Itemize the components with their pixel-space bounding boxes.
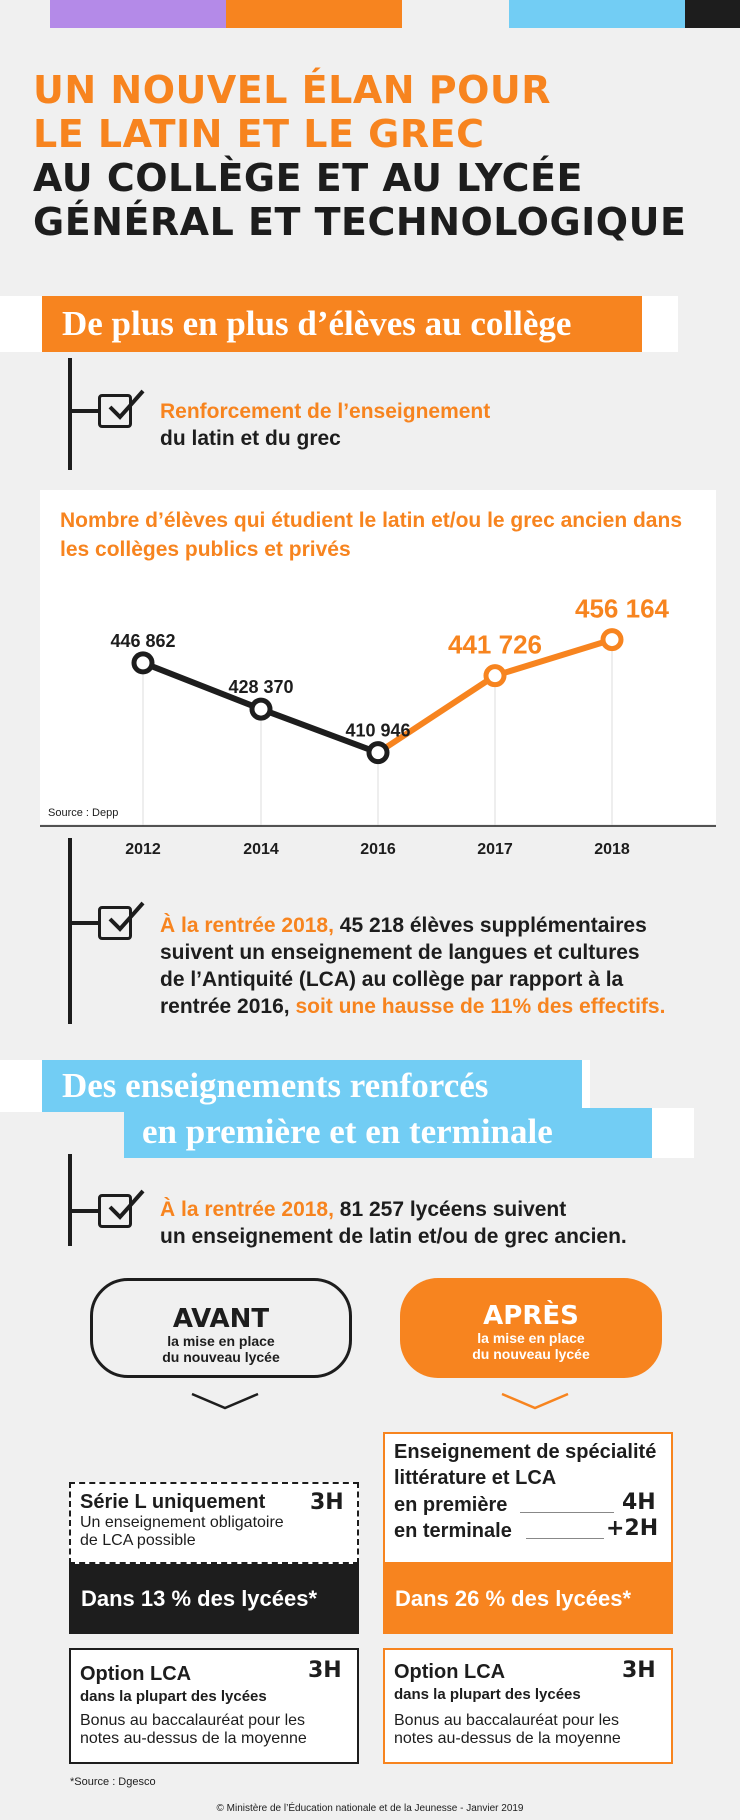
section2-line2: un enseignement de latin et/ou de grec a… <box>160 1225 627 1248</box>
x-tick-label: 2016 <box>360 841 396 858</box>
chevron-down-icon <box>501 1392 569 1410</box>
avant-title: AVANT <box>172 1304 270 1334</box>
top-bar-purple <box>50 0 226 28</box>
top-bar-dark <box>685 0 740 28</box>
point2-emphasis: soit une hausse de 11% des effectifs. <box>295 995 666 1018</box>
checkbox-icon <box>98 389 145 428</box>
data-point <box>131 651 155 675</box>
apres-opt-hours: 3H <box>622 1658 656 1683</box>
avant-opt-desc1: Bonus au baccalauréat pour les <box>80 1712 306 1729</box>
apres-pill: APRÈS la mise en place du nouveau lycée <box>400 1278 662 1378</box>
apres-row2-rule <box>526 1538 604 1539</box>
line-chart: 446 862 2012 428 370 2014 410 946 2016 441 726… <box>40 594 716 858</box>
data-label: 446 862 <box>110 631 175 651</box>
point2-highlight: À la rentrée 2018, <box>160 914 334 937</box>
avant-opt-sub: dans la plupart des lycées <box>80 1688 267 1705</box>
section2-highlight: À la rentrée 2018, <box>160 1198 334 1221</box>
avant-pill: AVANT la mise en place du nouveau lycée <box>90 1278 352 1378</box>
avant-opt-title: Option LCA <box>80 1663 192 1685</box>
data-point <box>249 697 273 721</box>
data-label: 441 726 <box>448 630 542 660</box>
avant-opt-hours: 3H <box>308 1658 342 1683</box>
apres-opt-sub: dans la plupart des lycées <box>394 1686 581 1703</box>
apres-row1-label: en première <box>394 1494 508 1516</box>
apres-sub1: la mise en place <box>477 1330 585 1346</box>
title-line-2: LE LATIN ET LE GREC <box>33 112 485 156</box>
point2-text: 45 218 élèves supplémentaires <box>333 914 647 937</box>
timeline-tick-2 <box>68 921 98 925</box>
top-bar-blue <box>509 0 685 28</box>
apres-row2-label: en terminale <box>394 1520 512 1542</box>
apres-row1-rule <box>520 1512 614 1513</box>
apres-row2-hours: +2H <box>606 1516 659 1541</box>
avant-sub1: la mise en place <box>167 1333 275 1349</box>
avant-opt-desc2: notes au-dessus de la moyenne <box>80 1730 307 1747</box>
title-line-1: UN NOUVEL ÉLAN POUR <box>33 68 552 112</box>
apres-sub2: du nouveau lycée <box>472 1346 590 1362</box>
x-tick-label: 2018 <box>594 841 630 858</box>
checkbox-icon <box>98 1189 145 1228</box>
title-line-3: AU COLLÈGE ET AU LYCÉE <box>33 156 583 200</box>
chart-source: Source : Depp <box>48 807 119 819</box>
page-title: UN NOUVEL ÉLAN POUR LE LATIN ET LE GREC … <box>33 68 686 244</box>
data-label: 456 164 <box>575 594 670 624</box>
apres-row1-hours: 4H <box>622 1490 656 1515</box>
data-label: 410 946 <box>345 721 410 741</box>
point2-line2: suivent un enseignement de langues et cu… <box>160 941 640 964</box>
data-point <box>366 741 390 765</box>
point1-highlight: Renforcement de l’enseignement <box>160 400 491 423</box>
chevron-down-icon <box>191 1392 259 1410</box>
avant-box-hours: 3H <box>310 1490 344 1515</box>
section1-heading: De plus en plus d’élèves au collège <box>42 296 642 352</box>
footnote-source: *Source : Dgesco <box>70 1776 156 1788</box>
top-bar-orange <box>226 0 402 28</box>
point1-rest: du latin et du grec <box>160 427 341 450</box>
point2-line4: rentrée 2016, <box>160 995 296 1018</box>
data-label: 428 370 <box>228 677 293 697</box>
apres-opt-desc2: notes au-dessus de la moyenne <box>394 1730 621 1747</box>
apres-opt-title: Option LCA <box>394 1661 506 1683</box>
apres-box-line2: littérature et LCA <box>394 1467 557 1489</box>
avant-sub2: du nouveau lycée <box>162 1349 280 1365</box>
avant-box-title: Série L uniquement <box>80 1491 266 1513</box>
apres-specialite-box <box>383 1432 673 1564</box>
avant-box-sub1: Un enseignement obligatoire <box>80 1514 284 1531</box>
section2-heading-line1: Des enseignements renforcés <box>42 1060 582 1112</box>
point2-line3: de l’Antiquité (LCA) au collège par rapp… <box>160 968 624 991</box>
avant-box-sub2: de LCA possible <box>80 1532 196 1549</box>
apres-opt-desc1: Bonus au baccalauréat pour les <box>394 1712 620 1729</box>
apres-option-box <box>383 1648 673 1764</box>
x-tick-label: 2012 <box>125 841 161 858</box>
section1-point1: Renforcement de l’enseignement du latin … <box>160 398 490 452</box>
timeline-tick-1 <box>68 409 98 413</box>
apres-box-line1: Enseignement de spécialité <box>394 1441 657 1463</box>
avant-serie-box <box>69 1482 359 1564</box>
timeline-line-2 <box>68 838 72 1024</box>
avant-option-box <box>69 1648 359 1764</box>
timeline-line-3 <box>68 1154 72 1246</box>
data-point <box>600 628 624 652</box>
data-point <box>483 664 507 688</box>
timeline-line-1 <box>68 358 72 470</box>
section2-heading-line2: en première et en terminale <box>124 1108 652 1158</box>
checkbox-icon <box>98 901 145 940</box>
section1-point2: À la rentrée 2018, 45 218 élèves supplém… <box>160 912 665 1020</box>
title-line-4: GÉNÉRAL ET TECHNOLOGIQUE <box>33 200 687 244</box>
apres-band: Dans 26 % des lycées* <box>383 1564 673 1634</box>
chart-title: Nombre d’élèves qui étudient le latin et… <box>60 509 682 561</box>
timeline-tick-3 <box>68 1209 98 1213</box>
section2-text: 81 257 lycéens suivent <box>333 1198 567 1221</box>
copyright: © Ministère de l’Éducation nationale et … <box>216 1803 524 1814</box>
x-tick-label: 2017 <box>477 841 513 858</box>
x-tick-label: 2014 <box>243 841 279 858</box>
apres-title: APRÈS <box>483 1301 579 1331</box>
section2-point: À la rentrée 2018, 81 257 lycéens suiven… <box>160 1196 627 1250</box>
avant-band: Dans 13 % des lycées* <box>69 1564 359 1634</box>
